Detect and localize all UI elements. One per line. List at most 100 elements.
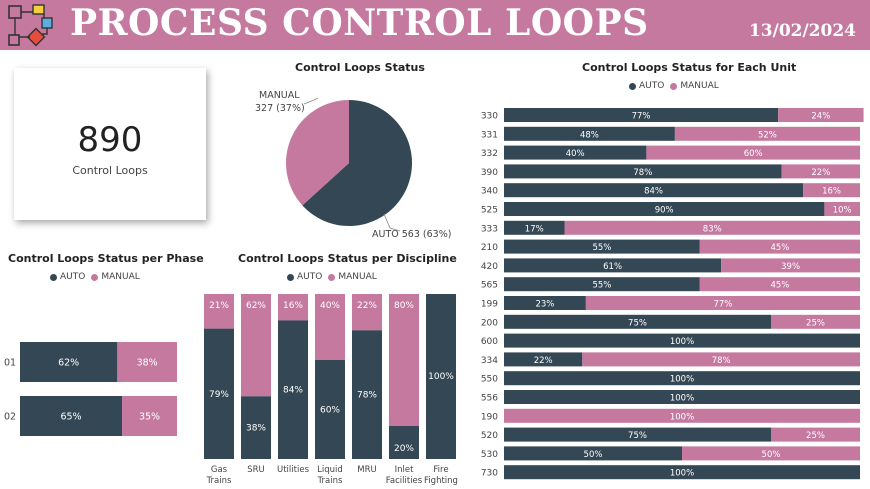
data-label: 50% bbox=[762, 450, 781, 460]
legend-manual: MANUAL bbox=[670, 81, 719, 91]
category-label: MRU bbox=[357, 465, 376, 475]
category-label: 420 bbox=[481, 262, 498, 272]
legend-auto: AUTO bbox=[50, 272, 85, 282]
bar-segment-manual bbox=[824, 202, 860, 216]
legend-auto-label: AUTO bbox=[297, 272, 323, 282]
pie-label-manual-value: 327 (37%) bbox=[255, 103, 305, 114]
bar-segment-manual bbox=[778, 108, 864, 122]
bar-segment-auto bbox=[504, 164, 782, 179]
kpi-card: 890 Control Loops bbox=[14, 68, 206, 220]
bar-segment-auto bbox=[504, 108, 779, 122]
category-label: 525 bbox=[481, 206, 498, 216]
legend-auto: AUTO bbox=[629, 81, 664, 91]
legend-manual: MANUAL bbox=[91, 272, 140, 282]
pie-leader-auto bbox=[383, 213, 401, 232]
data-label: 78% bbox=[357, 391, 377, 401]
bar-segment-auto bbox=[389, 426, 419, 459]
bar-segment-auto bbox=[278, 320, 308, 459]
data-label: 100% bbox=[670, 375, 694, 385]
bar-segment-manual bbox=[585, 296, 860, 310]
data-label: 50% bbox=[584, 450, 603, 460]
data-label: 77% bbox=[713, 300, 732, 310]
data-label: 21% bbox=[209, 301, 229, 311]
bar-segment-manual bbox=[241, 294, 271, 397]
data-label: 55% bbox=[592, 243, 611, 253]
category-label: 730 bbox=[481, 469, 498, 479]
bar-segment-auto bbox=[504, 258, 722, 273]
bar-segment-auto bbox=[504, 202, 825, 216]
legend-auto-dot bbox=[287, 273, 294, 281]
data-label: 62% bbox=[246, 301, 266, 311]
bar-segment-auto bbox=[504, 446, 682, 461]
phase-chart-legend: AUTO MANUAL bbox=[50, 272, 146, 282]
data-label: 55% bbox=[592, 281, 611, 291]
category-label: 330 bbox=[481, 112, 498, 122]
data-label: 61% bbox=[603, 262, 622, 272]
data-label: 22% bbox=[811, 168, 830, 178]
discipline-chart-legend: AUTO MANUAL bbox=[287, 272, 383, 282]
data-label: 60% bbox=[320, 406, 340, 416]
legend-auto-dot bbox=[50, 273, 57, 281]
bar-segment-auto bbox=[315, 360, 345, 459]
pie-leader-manual bbox=[303, 97, 319, 105]
bar-segment-manual bbox=[315, 294, 345, 360]
bar-segment-manual bbox=[781, 164, 860, 179]
category-label: 530 bbox=[481, 450, 498, 460]
data-label: 25% bbox=[806, 431, 825, 441]
data-label: 84% bbox=[644, 187, 663, 197]
category-label: 01 bbox=[4, 358, 16, 369]
data-label: 77% bbox=[632, 112, 651, 122]
bar-segment-auto bbox=[352, 330, 382, 459]
data-label: 100% bbox=[428, 372, 454, 382]
discipline-chart-title: Control Loops Status per Discipline bbox=[238, 252, 457, 265]
unit-chart-title: Control Loops Status for Each Unit bbox=[582, 61, 797, 74]
phase-bar-chart: 01 62% 38% 02 65% 35% bbox=[4, 342, 177, 436]
legend-auto-label: AUTO bbox=[639, 81, 665, 91]
bar-segment-auto bbox=[426, 294, 456, 459]
category-label: Inlet bbox=[395, 465, 414, 475]
data-label: 62% bbox=[58, 358, 79, 369]
category-label: Facilities bbox=[386, 476, 423, 486]
data-label: 22% bbox=[534, 356, 553, 366]
data-label: 78% bbox=[633, 168, 652, 178]
category-label: 200 bbox=[481, 318, 498, 328]
bar-segment-auto bbox=[504, 220, 565, 235]
bar-segment-manual bbox=[122, 396, 177, 436]
bar-segment-manual bbox=[721, 258, 860, 273]
bar-segment-manual bbox=[646, 145, 860, 160]
bar-segment-manual bbox=[674, 126, 860, 141]
category-label: 332 bbox=[481, 149, 498, 159]
bar-segment-manual bbox=[204, 294, 234, 329]
data-label: 20% bbox=[394, 444, 414, 454]
bar-segment-manual bbox=[389, 294, 419, 426]
bar-segment-manual bbox=[682, 446, 860, 461]
bar-segment-auto bbox=[504, 333, 860, 348]
category-label: 390 bbox=[481, 168, 498, 178]
data-label: 39% bbox=[781, 262, 800, 272]
bar-segment-manual bbox=[352, 294, 382, 331]
data-label: 17% bbox=[525, 224, 544, 234]
data-label: 100% bbox=[670, 337, 694, 347]
data-label: 80% bbox=[394, 301, 414, 311]
pie-label-auto: AUTO 563 (63%) bbox=[372, 229, 451, 240]
data-label: 90% bbox=[655, 206, 674, 216]
category-label: 02 bbox=[4, 412, 16, 423]
bar-segment-auto bbox=[504, 145, 647, 160]
page-title: PROCESS CONTROL LOOPS bbox=[70, 2, 649, 44]
bar-segment-manual bbox=[582, 352, 860, 367]
data-label: 40% bbox=[566, 149, 585, 159]
pie-label-manual-name: MANUAL bbox=[259, 90, 300, 101]
bar-segment-auto bbox=[504, 183, 804, 198]
category-label: Fighting bbox=[424, 476, 458, 486]
bar-segment-auto bbox=[504, 390, 860, 404]
data-label: 79% bbox=[209, 390, 229, 400]
bar-segment-auto bbox=[20, 342, 118, 382]
bar-segment-auto bbox=[504, 239, 700, 254]
bar-segment-auto bbox=[504, 296, 586, 310]
pie-slice-auto bbox=[302, 100, 412, 226]
bar-segment-auto bbox=[504, 371, 860, 386]
bar-segment-manual bbox=[278, 294, 308, 321]
data-label: 45% bbox=[770, 281, 789, 291]
data-label: 25% bbox=[806, 318, 825, 328]
category-label: Utilities bbox=[277, 465, 310, 475]
